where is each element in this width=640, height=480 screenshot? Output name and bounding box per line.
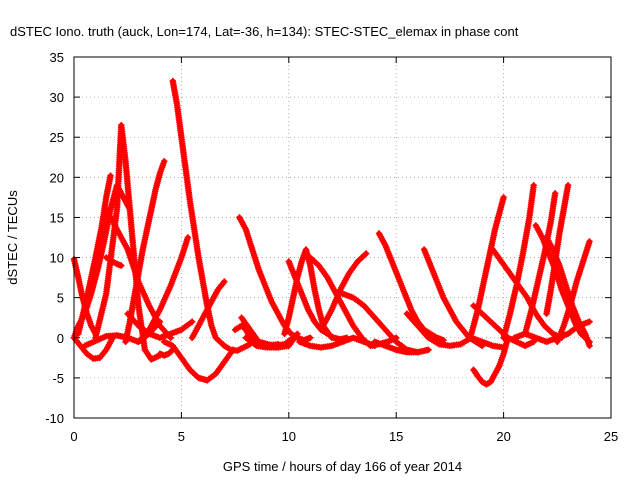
- y-tick-label: 0: [57, 331, 64, 346]
- plus-marker: [161, 158, 168, 165]
- series-3: [70, 334, 116, 362]
- data-marks: [70, 77, 593, 388]
- plus-marker: [289, 334, 297, 341]
- y-tick-label: -10: [45, 411, 64, 426]
- y-tick-label: 10: [50, 251, 64, 266]
- plus-marker: [221, 278, 228, 285]
- series-27: [371, 338, 432, 356]
- x-tick-label: 15: [389, 429, 403, 444]
- plus-marker: [188, 318, 196, 325]
- plus-marker: [564, 182, 572, 189]
- series-23: [296, 334, 378, 351]
- y-tick-label: 25: [50, 130, 64, 145]
- plus-marker: [294, 330, 301, 337]
- plot-frame: [73, 56, 612, 419]
- chart-title: dSTEC Iono. truth (auck, Lon=174, Lat=-3…: [10, 24, 519, 39]
- series-30: [470, 334, 512, 388]
- plus-marker: [586, 238, 593, 245]
- series-9: [156, 346, 177, 359]
- x-tick-label: 25: [604, 429, 618, 444]
- series-5: [103, 254, 125, 269]
- y-tick-label: 15: [50, 210, 64, 225]
- series-29: [403, 310, 507, 351]
- y-tick-label: 30: [50, 90, 64, 105]
- plus-marker: [586, 318, 593, 325]
- plus-marker: [118, 262, 125, 269]
- series-10: [169, 77, 228, 349]
- series-14: [188, 278, 228, 341]
- series-12: [124, 310, 196, 341]
- x-tick-label: 20: [496, 429, 510, 444]
- series-24: [317, 250, 370, 333]
- series-19: [238, 314, 297, 349]
- plus-marker: [107, 172, 114, 179]
- grid-lines: [74, 57, 611, 418]
- series-2: [75, 172, 114, 337]
- y-tick-label: -5: [52, 371, 64, 386]
- plus-marker: [425, 346, 432, 354]
- x-axis-label: GPS time / hours of day 166 of year 2014: [223, 459, 462, 474]
- x-tick-label: 5: [178, 429, 185, 444]
- plus-marker: [530, 182, 537, 189]
- plus-marker: [586, 342, 593, 349]
- plus-marker: [184, 234, 192, 241]
- plus-marker: [307, 334, 314, 341]
- plus-marker: [362, 250, 370, 257]
- plus-marker: [551, 190, 559, 197]
- y-axis-label: dSTEC / TECUs: [5, 190, 20, 285]
- y-tick-label: 35: [50, 50, 64, 65]
- x-tick-label: 10: [282, 429, 296, 444]
- plus-marker: [500, 194, 507, 201]
- y-tick-label: 20: [50, 170, 64, 185]
- series-39: [554, 238, 593, 345]
- x-tick-label: 0: [70, 429, 77, 444]
- plus-marker: [156, 318, 164, 325]
- series-4: [92, 121, 164, 363]
- y-tick-label: 5: [57, 291, 64, 306]
- series-40: [511, 318, 593, 345]
- series-34: [500, 182, 537, 341]
- series-26: [375, 230, 447, 344]
- axis-ticks: 0 5 10 15 20 25 -10 -5 0 5 10 15 20 25 30 35: [45, 50, 618, 444]
